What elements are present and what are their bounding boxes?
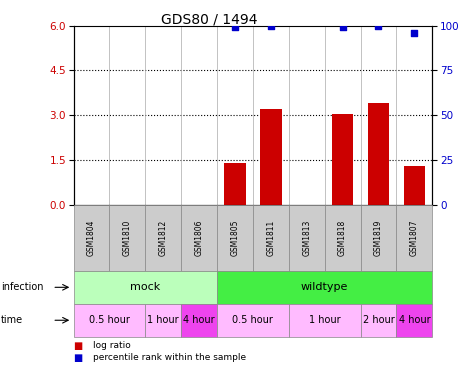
Text: mock: mock [130, 282, 161, 292]
Text: ■: ■ [74, 341, 83, 351]
Text: time: time [1, 315, 23, 325]
Point [339, 25, 346, 30]
Text: 0.5 hour: 0.5 hour [89, 315, 130, 325]
Bar [368, 103, 389, 205]
Text: 4 hour: 4 hour [183, 315, 215, 325]
Bar [260, 109, 282, 205]
Text: GDS80 / 1494: GDS80 / 1494 [161, 13, 257, 27]
Text: 4 hour: 4 hour [399, 315, 430, 325]
Text: wildtype: wildtype [301, 282, 348, 292]
Text: log ratio: log ratio [93, 341, 130, 350]
Point [231, 25, 239, 30]
Text: ■: ■ [74, 353, 83, 363]
Text: GSM1810: GSM1810 [123, 220, 132, 256]
Text: GSM1806: GSM1806 [195, 220, 204, 256]
Text: 1 hour: 1 hour [147, 315, 179, 325]
Bar [404, 166, 425, 205]
Text: GSM1811: GSM1811 [266, 220, 276, 256]
Text: infection: infection [1, 282, 43, 292]
Text: GSM1805: GSM1805 [230, 220, 239, 256]
Point [375, 23, 382, 29]
Text: 0.5 hour: 0.5 hour [232, 315, 274, 325]
Text: 1 hour: 1 hour [309, 315, 341, 325]
Point [267, 23, 275, 29]
Text: 2 hour: 2 hour [362, 315, 394, 325]
Text: GSM1807: GSM1807 [410, 220, 419, 256]
Point [410, 30, 418, 36]
Text: GSM1813: GSM1813 [302, 220, 311, 256]
Text: GSM1812: GSM1812 [159, 220, 168, 256]
Text: GSM1818: GSM1818 [338, 220, 347, 256]
Text: percentile rank within the sample: percentile rank within the sample [93, 354, 246, 362]
Text: GSM1819: GSM1819 [374, 220, 383, 256]
Bar [332, 114, 353, 205]
Text: GSM1804: GSM1804 [87, 220, 96, 256]
Bar [224, 163, 246, 205]
